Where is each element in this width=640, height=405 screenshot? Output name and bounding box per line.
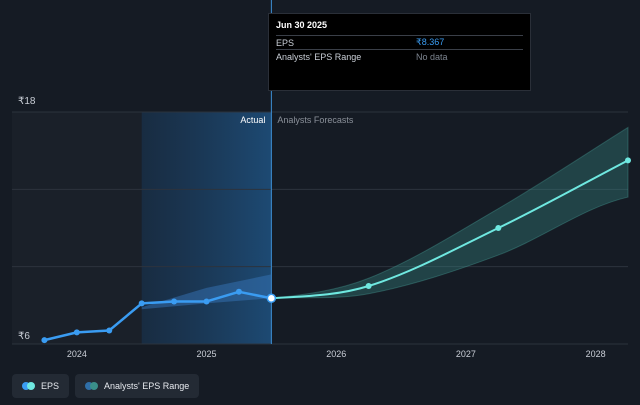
forecast-range-band (271, 126, 629, 299)
tooltip-range-label: Analysts' EPS Range (276, 51, 362, 62)
eps-point-highlight (266, 293, 277, 303)
chart-background (12, 112, 272, 344)
eps-point (138, 300, 145, 307)
range-legend-icon (85, 382, 99, 390)
x-tick-label: 2024 (67, 349, 87, 359)
legend-eps-button[interactable]: EPS (12, 374, 70, 398)
eps-legend-icon (22, 382, 35, 390)
forecast-point (365, 283, 372, 289)
legend-eps-label: EPS (41, 381, 60, 391)
tooltip-eps-value: ₹8.367 (416, 37, 445, 47)
forecast-label: Analysts Forecasts (277, 115, 354, 125)
tooltip-range-row: Analysts' EPS Range No data (276, 49, 523, 63)
tooltip-eps-row: EPS ₹8.367 (276, 35, 523, 49)
eps-actual-line (44, 290, 272, 342)
eps-point (73, 329, 80, 336)
eps-point (41, 337, 48, 344)
eps-point (106, 327, 113, 334)
forecast-point (495, 225, 502, 231)
x-tick-label: 2026 (326, 349, 346, 359)
chart-legend: EPS Analysts' EPS Range (12, 374, 200, 398)
eps-point (235, 288, 242, 295)
y-tick-label: ₹6 (18, 331, 30, 342)
tooltip-eps-label: EPS (276, 37, 295, 48)
eps-point (171, 298, 178, 305)
x-tick-label: 2025 (197, 349, 217, 359)
actual-label: Actual (240, 115, 265, 125)
tooltip-range-value: No data (416, 51, 448, 62)
eps-forecast-line (271, 159, 629, 300)
past-panel (12, 112, 142, 344)
eps-points (41, 157, 631, 344)
actual-highlight-region (141, 112, 272, 344)
forecast-point (625, 157, 631, 164)
x-tick-label: 2028 (586, 349, 606, 359)
x-tick-label: 2027 (456, 349, 476, 359)
legend-range-label: Analysts' EPS Range (104, 381, 190, 391)
tooltip-date: Jun 30 2025 (276, 20, 328, 30)
eps-point (203, 298, 210, 305)
y-tick-label: ₹18 (18, 96, 36, 107)
eps-chart: ₹18 ₹6 2024 2025 2026 2027 2028 Actual Analysts … (12, 0, 631, 359)
chart-labels: ₹18 ₹6 2024 2025 2026 2027 2028 Actual Analysts … (18, 96, 606, 359)
eps-lines (44, 159, 629, 342)
chart-tooltip: Jun 30 2025 EPS ₹8.367 Analysts' EPS Ran… (268, 13, 531, 91)
legend-range-button[interactable]: Analysts' EPS Range (75, 374, 200, 398)
